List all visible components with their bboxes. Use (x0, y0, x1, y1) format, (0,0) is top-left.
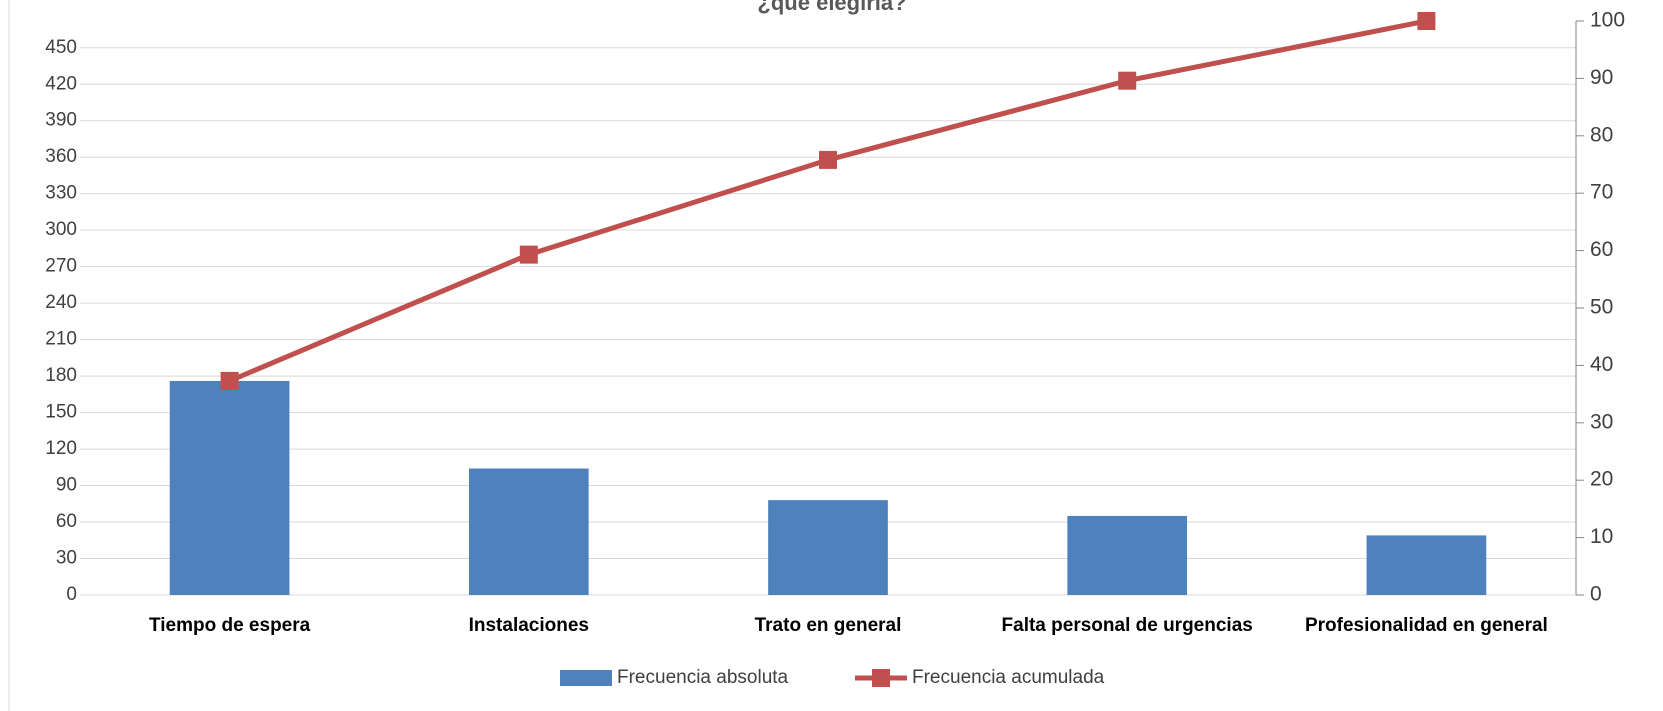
y-tick-label: 330 (45, 183, 77, 204)
y2-tick-label: 80 (1590, 123, 1613, 146)
y2-tick-label: 70 (1590, 181, 1613, 204)
legend-swatch (872, 669, 890, 687)
y2-tick-label: 100 (1590, 9, 1625, 32)
bar (1366, 535, 1487, 595)
y2-tick-label: 50 (1590, 296, 1613, 319)
x-tick-label: Tiempo de espera (149, 615, 311, 636)
chart-title: ¿qué elegiría? (757, 0, 906, 15)
y-tick-label: 180 (45, 365, 77, 386)
legend-label: Frecuencia absoluta (617, 667, 789, 688)
y-tick-label: 270 (45, 256, 77, 277)
y-tick-label: 150 (45, 402, 77, 423)
y2-tick-label: 90 (1590, 66, 1613, 89)
line (228, 18, 1427, 384)
y-tick-label: 360 (45, 146, 77, 167)
bar (468, 468, 589, 595)
y2-tick-label: 0 (1590, 583, 1602, 606)
y2-tick-label: 20 (1590, 468, 1613, 491)
y-tick-label: 60 (56, 511, 77, 532)
line-marker (819, 150, 837, 169)
y-tick-label: 300 (45, 219, 77, 240)
bar (169, 380, 290, 595)
y-tick-label: 390 (45, 110, 77, 131)
y-tick-label: 30 (56, 548, 77, 569)
y-tick-label: 210 (45, 329, 77, 350)
y-tick-label: 0 (66, 584, 77, 605)
y2-tick-label: 40 (1590, 353, 1613, 376)
bar (768, 500, 888, 595)
bar (1067, 515, 1188, 595)
legend-label: Frecuencia acumulada (912, 667, 1105, 688)
y-tick-label: 450 (45, 37, 77, 58)
y2-tick-label: 10 (1590, 525, 1613, 548)
y2-tick-label: 30 (1590, 410, 1613, 433)
y-tick-label: 90 (56, 475, 77, 496)
y-tick-label: 120 (45, 438, 77, 459)
x-tick-label: Trato en general (755, 615, 902, 636)
y2-tick-label: 60 (1590, 238, 1613, 261)
legend-swatch (560, 670, 612, 686)
x-tick-label: Profesionalidad en general (1305, 615, 1548, 636)
y-tick-label: 240 (45, 292, 77, 313)
x-tick-label: Falta personal de urgencias (1002, 615, 1253, 636)
line-marker (1118, 71, 1137, 90)
y-tick-label: 420 (45, 73, 77, 94)
x-tick-label: Instalaciones (469, 615, 589, 636)
line-marker (220, 371, 239, 390)
line-marker (519, 245, 538, 264)
line-marker (1417, 12, 1436, 30)
